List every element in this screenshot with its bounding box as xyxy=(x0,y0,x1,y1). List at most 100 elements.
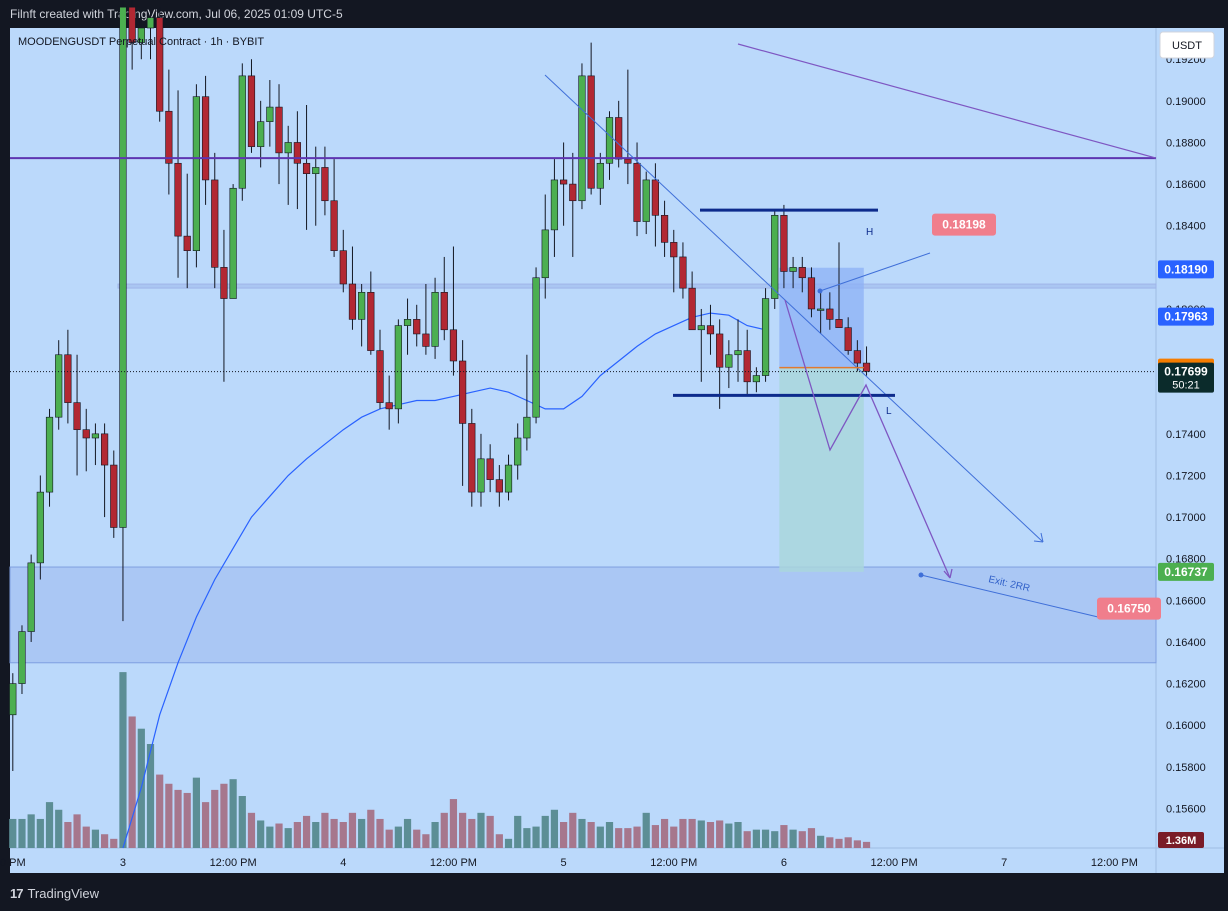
candle-body xyxy=(64,354,72,403)
candle-body xyxy=(192,96,201,251)
volume-bar xyxy=(64,822,72,848)
candle-body xyxy=(853,350,861,364)
volume-bar xyxy=(587,822,595,848)
candle-body xyxy=(817,308,825,311)
volume-bar xyxy=(376,818,384,848)
price-axis-tag xyxy=(1158,307,1214,326)
candle-body xyxy=(431,292,439,347)
price-axis-tag-text: 0.17963 xyxy=(1164,310,1208,324)
candle-body xyxy=(91,433,100,439)
volume-bars xyxy=(9,672,871,848)
volume-bar xyxy=(18,818,26,848)
volume-bar xyxy=(302,815,311,848)
candle-body xyxy=(826,308,834,320)
time-tick-label: 12:00 PM xyxy=(430,857,477,869)
time-tick-label: 5 xyxy=(561,857,567,869)
candle-body xyxy=(697,325,705,331)
volume-bar xyxy=(459,812,467,848)
tradingview-logo[interactable]: 17 TradingView xyxy=(10,886,99,901)
candle-body xyxy=(688,287,696,331)
volume-bar xyxy=(615,828,623,848)
volume-bar xyxy=(403,818,412,848)
volume-bar xyxy=(82,826,90,848)
volume-bar xyxy=(275,823,283,848)
volume-bar xyxy=(541,815,549,848)
candle-body xyxy=(137,27,145,43)
candle-body xyxy=(523,416,531,439)
candle-body xyxy=(376,350,384,403)
candle-body xyxy=(550,179,559,231)
time-axis-background xyxy=(10,848,1224,873)
volume-bar xyxy=(596,826,604,848)
volume-bar xyxy=(835,838,843,848)
volume-bar xyxy=(27,814,35,848)
price-axis-tag-text: 0.18190 xyxy=(1164,262,1208,276)
callout-line xyxy=(920,574,1099,618)
candle-body xyxy=(73,402,81,430)
volume-bar xyxy=(247,812,256,848)
callout-price-text: 0.18198 xyxy=(942,218,986,232)
volume-bar xyxy=(284,828,292,848)
candle-body xyxy=(587,75,595,189)
moving-average-line xyxy=(122,312,766,849)
arrow-head-icon xyxy=(1033,532,1044,543)
volume-bar xyxy=(624,828,632,848)
candle-body xyxy=(780,215,788,272)
volume-bar xyxy=(220,783,228,848)
time-tick-label: 3 xyxy=(120,857,126,869)
callout-price-tag xyxy=(932,213,996,236)
candle-body xyxy=(771,215,779,299)
volume-bar xyxy=(36,818,44,848)
volume-bar xyxy=(211,789,219,848)
volume-bar xyxy=(532,826,540,848)
volume-bar xyxy=(449,799,458,848)
volume-bar xyxy=(605,822,614,848)
price-tick-label: 0.15600 xyxy=(1166,803,1206,815)
volume-bar xyxy=(128,716,136,848)
candle-body xyxy=(468,423,476,493)
candles xyxy=(9,0,871,771)
candle-body xyxy=(844,327,852,351)
volume-axis-tag-text: 1.36M xyxy=(1166,835,1197,847)
volume-bar xyxy=(817,835,825,848)
volume-bar xyxy=(486,815,494,848)
candle-body xyxy=(798,267,806,279)
callout-price-text: 0.16750 xyxy=(1107,602,1151,616)
volume-bar xyxy=(844,837,852,848)
candle-body xyxy=(633,162,641,222)
volume-bar xyxy=(569,812,577,848)
candle-body xyxy=(156,17,164,112)
currency-button[interactable]: USDT xyxy=(1159,31,1215,59)
volume-bar xyxy=(789,829,797,848)
time-tick-label: 6 xyxy=(781,857,787,869)
volume-bar xyxy=(174,789,182,848)
volume-bar xyxy=(725,823,733,848)
volume-bar xyxy=(523,828,531,848)
volume-bar xyxy=(642,812,650,848)
callout-dot xyxy=(918,572,924,578)
volume-bar xyxy=(706,822,715,848)
price-tick-label: 0.17000 xyxy=(1166,512,1206,524)
volume-bar xyxy=(862,841,871,848)
candle-body xyxy=(247,75,256,147)
tradingview-logo-icon: 17 xyxy=(10,886,24,901)
candle-body xyxy=(220,267,228,299)
candle-body xyxy=(734,350,742,356)
candle-body xyxy=(128,6,136,43)
volume-bar xyxy=(660,818,669,848)
price-tick-label: 0.17400 xyxy=(1166,429,1206,441)
volume-bar xyxy=(734,822,742,848)
price-axis-tag-text: 0.17699 xyxy=(1164,365,1208,379)
volume-bar xyxy=(504,838,513,848)
candle-body xyxy=(302,162,311,174)
candle-body xyxy=(449,329,458,362)
volume-bar xyxy=(761,829,770,848)
volume-bar xyxy=(468,818,476,848)
candle-body xyxy=(36,491,44,564)
volume-bar xyxy=(192,777,200,848)
volume-bar xyxy=(101,834,109,848)
candle-body xyxy=(275,106,283,154)
volume-bar xyxy=(339,822,347,848)
volume-bar xyxy=(394,826,402,848)
